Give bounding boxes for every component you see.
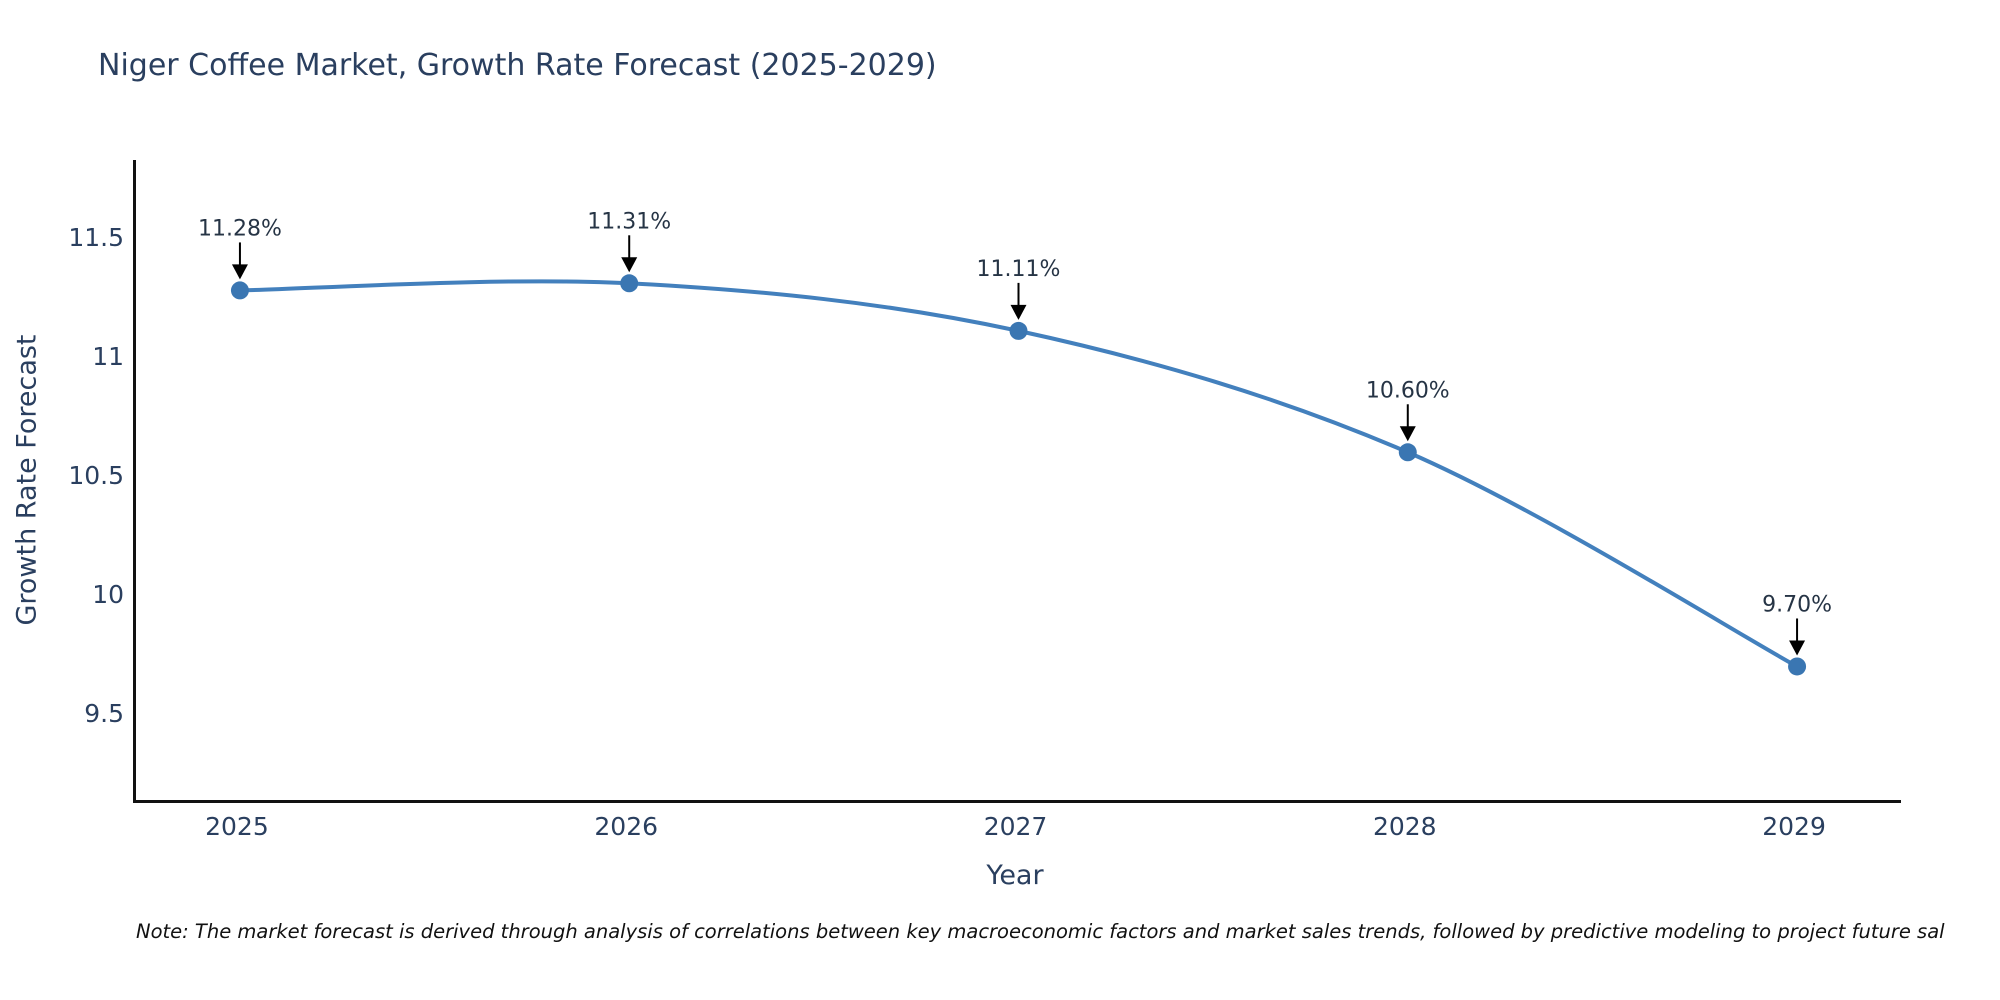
- x-tick-label: 2026: [594, 812, 659, 841]
- y-tick-label: 11: [92, 342, 124, 372]
- x-tick-label: 2028: [1372, 812, 1437, 841]
- annotation-label: 9.70%: [1762, 592, 1832, 617]
- data-point[interactable]: [230, 281, 249, 300]
- data-point[interactable]: [1398, 443, 1417, 462]
- x-tick-label: 2027: [983, 812, 1048, 841]
- x-tick-label: 2029: [1762, 812, 1826, 841]
- annotation-arrowhead: [231, 264, 248, 280]
- forecast-line: [239, 279, 1799, 669]
- annotation-arrowhead: [1789, 640, 1806, 656]
- x-tick-label: 2025: [205, 812, 269, 841]
- annotation-label: 11.31%: [587, 209, 671, 234]
- annotation-label: 10.60%: [1366, 378, 1450, 403]
- y-tick-label: 11.5: [68, 223, 124, 253]
- footnote: Note: The market forecast is derived thr…: [136, 920, 1945, 943]
- annotation-arrowhead: [621, 257, 638, 273]
- y-tick-label: 9.5: [84, 699, 124, 729]
- annotation-label: 11.11%: [977, 257, 1061, 282]
- annotation-arrowhead: [1399, 426, 1416, 442]
- y-tick-label: 10: [92, 580, 124, 610]
- annotation-arrowhead: [1010, 304, 1027, 320]
- plot-area: 11.28% 11.31% 11.11% 10.60% 9.70%: [133, 160, 1901, 803]
- data-point[interactable]: [1788, 657, 1807, 676]
- annotation-label: 11.28%: [198, 216, 282, 241]
- y-tick-label: 10.5: [68, 461, 124, 491]
- x-axis-title: Year: [986, 860, 1044, 891]
- chart-title: Niger Coffee Market, Growth Rate Forecas…: [98, 48, 937, 83]
- chart-canvas[interactable]: 11.28% 11.31% 11.11% 10.60% 9.70%: [136, 160, 1901, 800]
- data-point[interactable]: [620, 274, 639, 293]
- data-point[interactable]: [1009, 321, 1028, 340]
